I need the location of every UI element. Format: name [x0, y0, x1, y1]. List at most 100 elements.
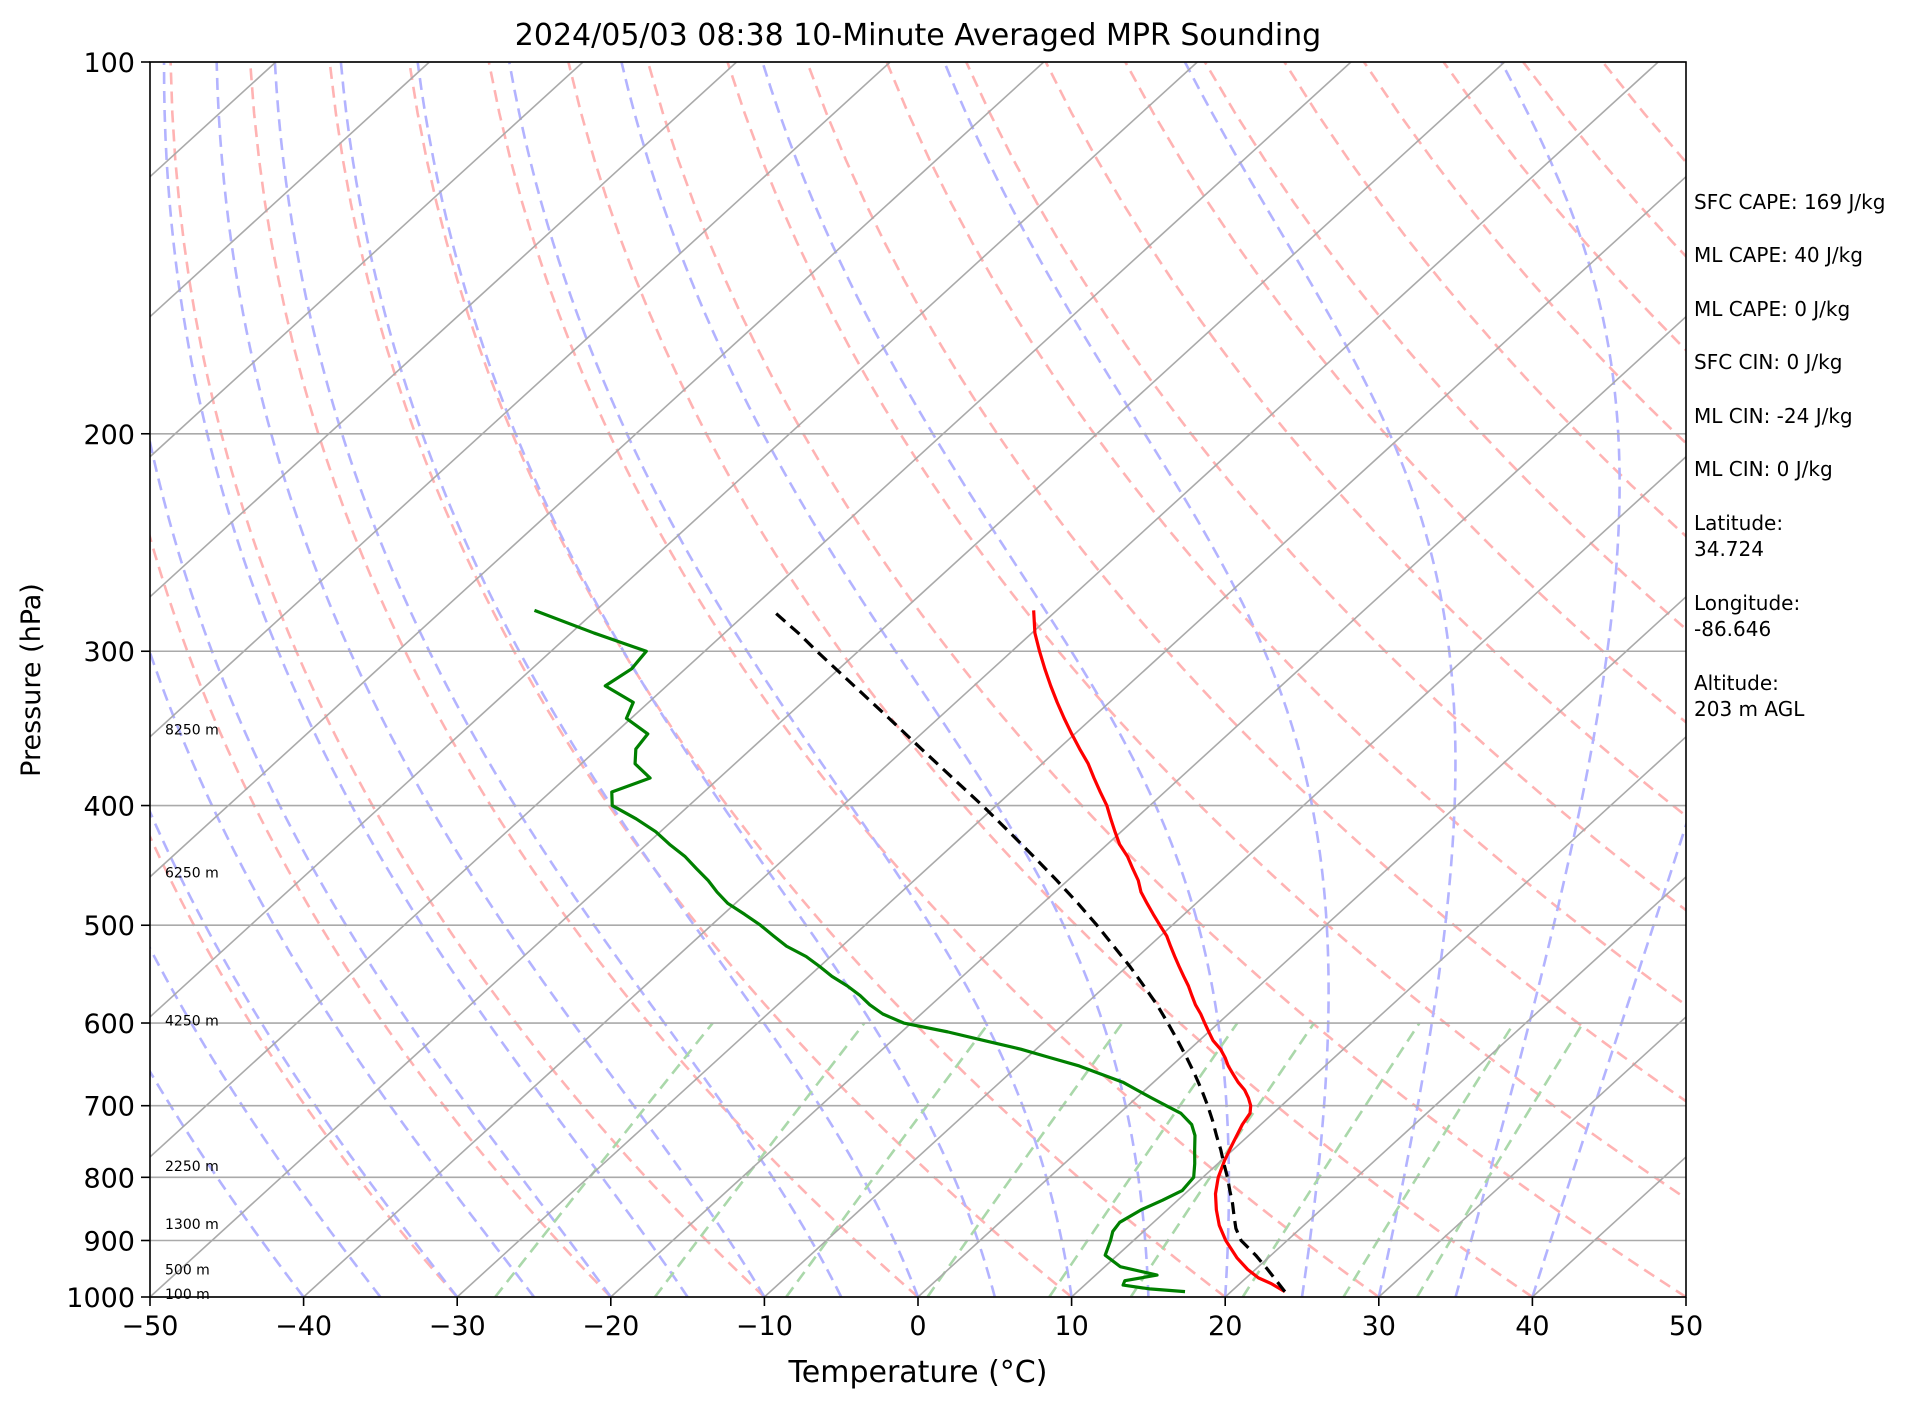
dry-adiabat-line	[150, 532, 612, 1297]
moist-adiabat-line	[162, 62, 689, 1297]
latitude-value: 34.724	[1694, 537, 1764, 561]
isotherm-line	[610, 315, 1686, 1297]
altitude-value: 203 m AGL	[1694, 697, 1805, 721]
moist-adiabat-line	[215, 62, 766, 1297]
mu-cape-text: ML CAPE: 0 J/kg	[1694, 297, 1850, 321]
height-labels: 8250 m 6250 m 4250 m 2250 m 1300 m 500 m 100 m	[165, 722, 219, 1302]
x-tick-label: 30	[1362, 1311, 1396, 1342]
height-label: 500 m	[165, 1262, 210, 1278]
temperature-line	[1032, 610, 1286, 1293]
moist-adiabat-line	[150, 648, 536, 1297]
dry-adiabat-line	[646, 62, 1686, 1297]
x-tick-label: −50	[122, 1311, 179, 1342]
y-tick-label: 400	[83, 792, 135, 823]
x-tick-label: −20	[582, 1311, 639, 1342]
sfc-cape-text: SFC CAPE: 169 J/kg	[1694, 190, 1885, 214]
isotherm-line	[1224, 875, 1686, 1297]
x-tick-label: −40	[275, 1311, 332, 1342]
dry-adiabat-line	[248, 62, 919, 1297]
isotherm-line	[917, 595, 1686, 1297]
isotherm-line	[150, 62, 1198, 1019]
isotherm-line	[150, 62, 430, 318]
dry-adiabat-line	[169, 62, 766, 1297]
mixing-ratio-line	[1342, 1022, 1516, 1297]
mu-cin-text: ML CIN: 0 J/kg	[1694, 457, 1833, 481]
isotherm-line	[150, 62, 1352, 1159]
moist-adiabat-line	[1454, 62, 1621, 1297]
isotherm-line	[150, 62, 1045, 878]
moist-adiabat-line	[761, 62, 1231, 1297]
height-label: 100 m	[165, 1287, 210, 1303]
isotherm-line	[303, 62, 1659, 1297]
height-label: 1300 m	[165, 1217, 219, 1233]
moist-adiabat-line	[620, 62, 1150, 1297]
dry-adiabat-line	[805, 62, 1686, 1103]
mixing-ratio-line	[494, 1022, 714, 1297]
y-tick-label: 200	[83, 420, 135, 451]
y-tick-label: 900	[83, 1226, 135, 1257]
x-axis-ticks: −50 −40 −30 −20 −10 0 10 20 30 40 50	[122, 1297, 1703, 1342]
dry-adiabat-line	[487, 62, 1380, 1297]
x-tick-label: 50	[1669, 1311, 1703, 1342]
y-tick-label: 500	[83, 911, 135, 942]
isotherm-line	[150, 62, 738, 598]
moist-adiabat-line	[507, 62, 1073, 1297]
moist-adiabat-line	[150, 436, 612, 1297]
x-tick-label: 0	[909, 1311, 926, 1342]
moist-adiabat-line	[339, 62, 920, 1297]
chart-title: 2024/05/03 08:38 10-Minute Averaged MPR …	[515, 18, 1321, 53]
sfc-cin-text: SFC CIN: 0 J/kg	[1694, 350, 1842, 374]
moist-adiabat-line	[1183, 62, 1457, 1297]
moist-adiabat-line	[943, 62, 1330, 1297]
dewpoint-line	[533, 608, 1197, 1294]
y-tick-label: 100	[83, 48, 135, 79]
height-label: 6250 m	[165, 865, 219, 881]
x-tick-label: −30	[429, 1311, 486, 1342]
isotherm-line	[763, 455, 1686, 1297]
y-tick-label: 700	[83, 1092, 135, 1123]
mixing-ratio-line	[785, 1022, 990, 1297]
x-tick-label: 10	[1054, 1311, 1088, 1342]
parcel-profile-line	[771, 609, 1287, 1293]
mixing-ratio-line	[926, 1022, 1124, 1297]
ml-cape-text: ML CAPE: 40 J/kg	[1694, 243, 1863, 267]
altitude-label: Altitude:	[1694, 671, 1779, 695]
y-axis-ticks: 100 200 300 400 500 600 700 800 900 1000	[66, 48, 150, 1314]
dry-adiabat-line	[567, 62, 1534, 1297]
dry-adiabat-line	[1044, 62, 1686, 818]
x-tick-label: 40	[1515, 1311, 1549, 1342]
mixing-ratio-line	[653, 1022, 866, 1297]
dry-adiabat-line	[726, 62, 1686, 1201]
isotherm-line	[150, 62, 1506, 1297]
isotherm-line	[1378, 1015, 1686, 1297]
height-label: 2250 m	[165, 1159, 219, 1175]
moist-adiabat-line	[150, 808, 459, 1297]
background-lines	[150, 62, 1686, 1297]
x-tick-label: −10	[736, 1311, 793, 1342]
latitude-label: Latitude:	[1694, 511, 1783, 535]
dry-adiabat-line	[885, 62, 1686, 1007]
longitude-value: -86.646	[1694, 617, 1771, 641]
isotherm-line	[150, 62, 584, 458]
profile-lines	[533, 608, 1287, 1294]
y-tick-label: 1000	[66, 1283, 135, 1314]
x-axis-label: Temperature (°C)	[788, 1355, 1048, 1390]
y-tick-label: 300	[83, 637, 135, 668]
dry-adiabat-line	[407, 62, 1226, 1297]
indices-panel: SFC CAPE: 169 J/kg ML CAPE: 40 J/kg ML C…	[1694, 190, 1885, 721]
moist-adiabat-line	[416, 62, 997, 1297]
ml-cin-text: ML CIN: -24 J/kg	[1694, 404, 1853, 428]
isotherm-line	[456, 175, 1686, 1297]
longitude-label: Longitude:	[1694, 591, 1800, 615]
height-label: 4250 m	[165, 1013, 219, 1029]
isotherm-line	[1071, 735, 1686, 1297]
dry-adiabat-line	[965, 62, 1686, 912]
dry-adiabat-line	[1124, 62, 1686, 724]
x-tick-label: 20	[1208, 1311, 1242, 1342]
isotherm-line	[150, 62, 891, 738]
moist-adiabat-line	[273, 62, 843, 1297]
dry-adiabat-line	[328, 62, 1073, 1297]
moist-adiabat-line	[150, 945, 382, 1297]
y-tick-label: 600	[83, 1009, 135, 1040]
